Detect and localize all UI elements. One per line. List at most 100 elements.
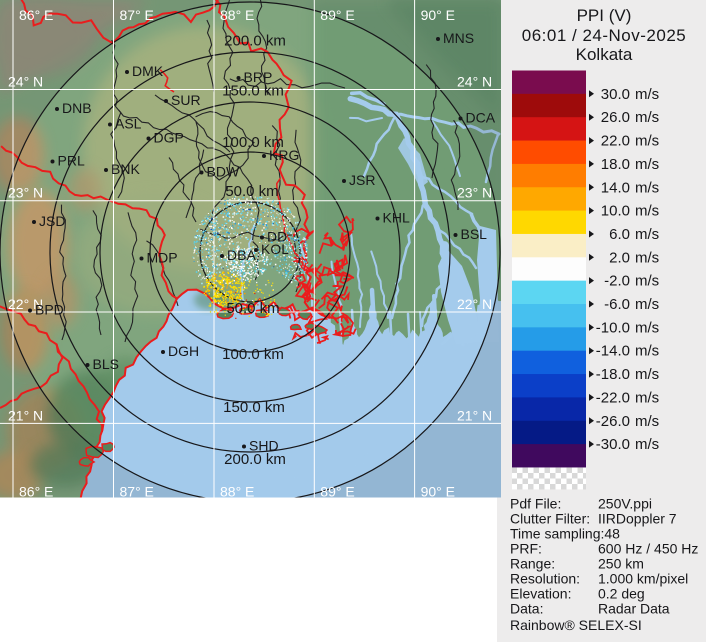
svg-text:250V.ppi: 250V.ppi xyxy=(598,496,652,512)
svg-text:m/s: m/s xyxy=(635,109,659,126)
svg-text:1.000 km/pixel: 1.000 km/pixel xyxy=(598,571,688,587)
svg-text:87° E: 87° E xyxy=(120,484,154,500)
svg-text:MNS: MNS xyxy=(443,30,474,46)
svg-text:PRL: PRL xyxy=(58,153,85,169)
svg-text:m/s: m/s xyxy=(635,366,659,383)
svg-text:BPD: BPD xyxy=(35,302,64,318)
svg-text:DCA: DCA xyxy=(466,110,496,126)
svg-text:23° N: 23° N xyxy=(8,185,43,201)
svg-text:200.0 km: 200.0 km xyxy=(224,451,286,468)
svg-text:50.0 km: 50.0 km xyxy=(225,183,278,200)
svg-text:DGH: DGH xyxy=(168,343,199,359)
svg-text:m/s: m/s xyxy=(635,203,659,220)
svg-text:Range:: Range: xyxy=(510,556,555,572)
svg-text:90° E: 90° E xyxy=(421,484,455,500)
svg-text:-14.0: -14.0 xyxy=(596,343,630,360)
svg-text:-26.0: -26.0 xyxy=(596,413,630,430)
svg-text:-10.0: -10.0 xyxy=(596,319,630,336)
svg-text:PPI (V): PPI (V) xyxy=(577,6,632,25)
svg-text:Pdf File:: Pdf File: xyxy=(510,496,561,512)
svg-text:-30.0: -30.0 xyxy=(596,436,630,453)
svg-text:150.0 km: 150.0 km xyxy=(222,83,284,100)
svg-text:22° N: 22° N xyxy=(457,296,492,312)
svg-text:Clutter Filter:: Clutter Filter: xyxy=(510,511,590,527)
svg-text:m/s: m/s xyxy=(635,273,659,290)
svg-text:89° E: 89° E xyxy=(320,7,354,23)
svg-text:50.0 km: 50.0 km xyxy=(226,300,279,317)
svg-text:m/s: m/s xyxy=(635,133,659,150)
svg-text:KHL: KHL xyxy=(383,210,410,226)
svg-text:90° E: 90° E xyxy=(421,7,455,23)
svg-text:30.0: 30.0 xyxy=(601,86,630,103)
svg-text:14.0: 14.0 xyxy=(601,179,630,196)
svg-text:0.2 deg: 0.2 deg xyxy=(598,586,645,602)
svg-text:600 Hz / 450 Hz: 600 Hz / 450 Hz xyxy=(598,541,698,557)
svg-text:Data:: Data: xyxy=(510,601,543,617)
svg-text:m/s: m/s xyxy=(635,389,659,406)
svg-text:m/s: m/s xyxy=(635,436,659,453)
svg-text:88° E: 88° E xyxy=(220,484,254,500)
svg-text:m/s: m/s xyxy=(635,413,659,430)
svg-text:m/s: m/s xyxy=(635,156,659,173)
svg-text:KRG: KRG xyxy=(269,147,299,163)
svg-text:m/s: m/s xyxy=(635,249,659,266)
svg-text:Elevation:: Elevation: xyxy=(510,586,571,602)
svg-text:PRF:: PRF: xyxy=(510,541,542,557)
svg-text:18.0: 18.0 xyxy=(601,156,630,173)
svg-text:m/s: m/s xyxy=(635,226,659,243)
svg-text:BNK: BNK xyxy=(111,161,140,177)
svg-text:26.0: 26.0 xyxy=(601,109,630,126)
svg-text:DNB: DNB xyxy=(62,100,92,116)
svg-text:MDP: MDP xyxy=(147,250,178,266)
svg-text:10.0: 10.0 xyxy=(601,203,630,220)
svg-text:DMK: DMK xyxy=(132,63,164,79)
svg-text:250 km: 250 km xyxy=(598,556,644,572)
svg-text:100.0 km: 100.0 km xyxy=(222,346,284,363)
svg-text:86° E: 86° E xyxy=(19,7,53,23)
svg-text:JSD: JSD xyxy=(39,213,65,229)
svg-text:BDW: BDW xyxy=(207,164,240,180)
svg-text:150.0 km: 150.0 km xyxy=(223,399,285,416)
svg-text:21° N: 21° N xyxy=(8,407,43,423)
svg-text:SHD: SHD xyxy=(249,438,279,454)
svg-text:88° E: 88° E xyxy=(220,7,254,23)
svg-text:200.0 km: 200.0 km xyxy=(224,33,286,50)
svg-text:Kolkata: Kolkata xyxy=(576,45,633,64)
svg-text:BRP: BRP xyxy=(244,69,273,85)
svg-text:m/s: m/s xyxy=(635,86,659,103)
svg-text:21° N: 21° N xyxy=(457,407,492,423)
svg-text:m/s: m/s xyxy=(635,319,659,336)
svg-text:Resolution:: Resolution: xyxy=(510,571,580,587)
svg-text:m/s: m/s xyxy=(635,343,659,360)
svg-text:BSL: BSL xyxy=(461,226,488,242)
svg-text:22.0: 22.0 xyxy=(601,133,630,150)
svg-text:86° E: 86° E xyxy=(19,484,53,500)
svg-text:89° E: 89° E xyxy=(320,484,354,500)
svg-text:JSR: JSR xyxy=(349,172,375,188)
svg-text:SUR: SUR xyxy=(171,92,201,108)
svg-text:2.0: 2.0 xyxy=(609,249,630,266)
svg-text:DBA: DBA xyxy=(227,247,256,263)
svg-text:Rainbow® SELEX-SI: Rainbow® SELEX-SI xyxy=(510,617,642,633)
svg-text:22° N: 22° N xyxy=(8,296,43,312)
svg-text:IIRDoppler 7: IIRDoppler 7 xyxy=(598,511,677,527)
svg-text:24° N: 24° N xyxy=(457,74,492,90)
svg-text:DD: DD xyxy=(267,229,287,245)
svg-text:Time sampling:48: Time sampling:48 xyxy=(510,526,620,542)
svg-text:-22.0: -22.0 xyxy=(596,389,630,406)
svg-text:-18.0: -18.0 xyxy=(596,366,630,383)
svg-text:BLS: BLS xyxy=(93,356,119,372)
svg-text:ASL: ASL xyxy=(115,116,142,132)
svg-text:100.0 km: 100.0 km xyxy=(222,134,284,151)
svg-text:DGP: DGP xyxy=(154,130,184,146)
svg-text:6.0: 6.0 xyxy=(609,226,630,243)
svg-text:06:01 / 24-Nov-2025: 06:01 / 24-Nov-2025 xyxy=(522,26,687,45)
svg-text:24° N: 24° N xyxy=(8,74,43,90)
svg-text:KOL: KOL xyxy=(261,241,289,257)
svg-text:m/s: m/s xyxy=(635,296,659,313)
svg-text:23° N: 23° N xyxy=(457,185,492,201)
svg-text:Radar Data: Radar Data xyxy=(598,601,670,617)
svg-text:m/s: m/s xyxy=(635,179,659,196)
svg-text:-2.0: -2.0 xyxy=(604,273,630,290)
svg-text:87° E: 87° E xyxy=(120,7,154,23)
